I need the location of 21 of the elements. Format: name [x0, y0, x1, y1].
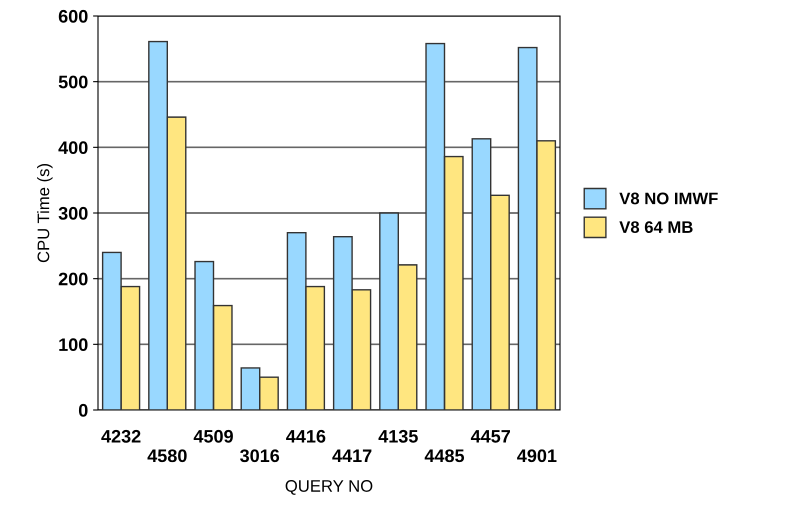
x-tick-label: 4580	[147, 449, 187, 462]
legend-label: V8 64 MB	[619, 221, 693, 233]
x-tick-label: 4417	[332, 450, 372, 462]
x-tick-label: 4135	[378, 430, 418, 443]
x-axis-title: QUERY NO	[286, 480, 372, 495]
y-tick-label: 600	[58, 10, 88, 23]
x-tick-label: 4901	[517, 449, 556, 462]
x-tick-label: 4457	[470, 430, 510, 443]
legend-label: V8 NO IMWF	[619, 192, 718, 204]
y-tick-label: 300	[58, 206, 88, 220]
x-tick-label: 3016	[240, 449, 280, 462]
y-tick-label: 100	[59, 338, 88, 352]
x-tick-label: 4416	[286, 430, 326, 443]
y-tick-label: 500	[58, 76, 88, 88]
x-tick-label: 4232	[101, 430, 140, 443]
x-tick-label: 4485	[424, 449, 464, 462]
y-tick-label: 200	[58, 272, 88, 286]
y-tick-label: 0	[78, 404, 88, 417]
y-tick-label: 400	[58, 141, 88, 154]
x-tick-label: 4509	[194, 430, 233, 443]
y-axis-title: CPU Time (s)	[37, 164, 53, 262]
